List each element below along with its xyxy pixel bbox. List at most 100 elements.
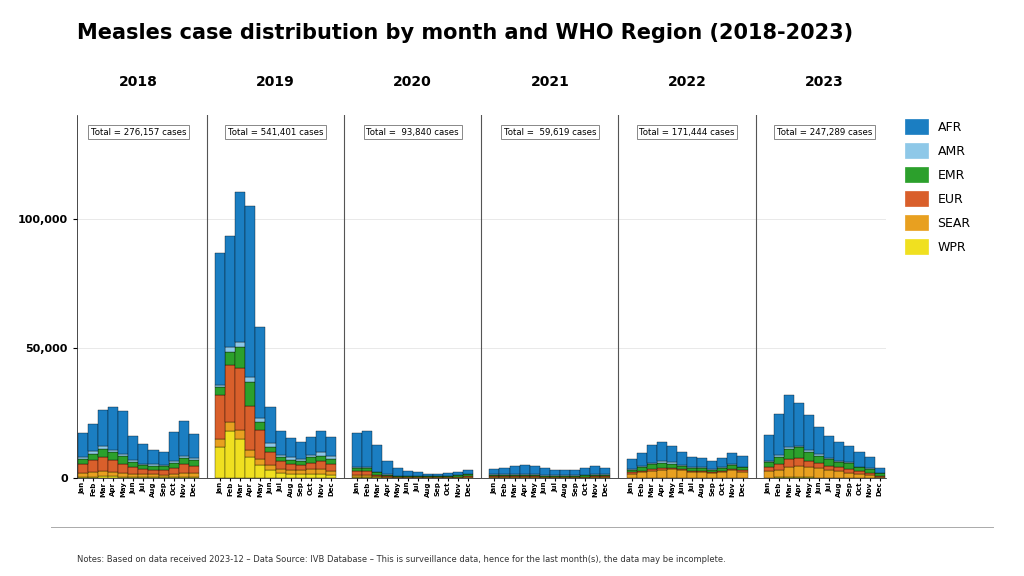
Bar: [845, 472, 854, 478]
Bar: [159, 477, 169, 478]
Bar: [402, 476, 413, 477]
Bar: [835, 462, 845, 467]
Text: Total = 276,157 cases: Total = 276,157 cases: [90, 128, 186, 137]
Bar: [159, 475, 169, 477]
Bar: [627, 472, 637, 473]
Bar: [178, 458, 188, 464]
Bar: [215, 439, 225, 447]
Text: 2021: 2021: [530, 75, 569, 89]
Bar: [737, 456, 748, 467]
Bar: [804, 467, 814, 478]
Bar: [188, 458, 199, 460]
Bar: [764, 435, 774, 461]
Bar: [835, 442, 845, 461]
Bar: [225, 347, 236, 353]
Bar: [98, 457, 109, 471]
Bar: [286, 464, 296, 470]
Bar: [667, 469, 677, 478]
Bar: [697, 468, 708, 471]
Bar: [774, 464, 784, 469]
Bar: [600, 468, 610, 475]
Bar: [590, 476, 600, 477]
Bar: [627, 473, 637, 478]
Bar: [296, 465, 306, 470]
Bar: [109, 460, 118, 472]
Bar: [286, 470, 296, 474]
Bar: [118, 454, 128, 456]
Bar: [500, 475, 510, 476]
Bar: [88, 452, 98, 454]
Text: Total =  59,619 cases: Total = 59,619 cases: [504, 128, 596, 137]
Bar: [656, 470, 667, 478]
Bar: [463, 475, 473, 476]
Bar: [727, 465, 737, 469]
Bar: [392, 476, 402, 477]
Bar: [489, 477, 500, 478]
Bar: [78, 473, 88, 477]
Bar: [600, 476, 610, 477]
Bar: [835, 461, 845, 462]
Text: Total =  93,840 cases: Total = 93,840 cases: [367, 128, 459, 137]
Bar: [764, 462, 774, 467]
Bar: [708, 469, 717, 472]
Bar: [138, 465, 148, 469]
Bar: [326, 464, 336, 471]
Bar: [255, 465, 265, 478]
Bar: [737, 468, 748, 470]
Bar: [864, 473, 874, 475]
Bar: [697, 471, 708, 472]
Bar: [727, 453, 737, 464]
Bar: [433, 473, 443, 476]
Bar: [774, 414, 784, 455]
Bar: [489, 475, 500, 476]
Bar: [138, 464, 148, 465]
Bar: [236, 430, 246, 439]
Bar: [687, 468, 697, 471]
Bar: [794, 448, 804, 458]
Bar: [255, 430, 265, 458]
Bar: [814, 468, 824, 478]
Bar: [188, 465, 199, 473]
Bar: [98, 446, 109, 449]
Bar: [236, 342, 246, 347]
Bar: [118, 476, 128, 478]
Bar: [784, 395, 794, 447]
Bar: [489, 469, 500, 475]
Bar: [109, 472, 118, 476]
Bar: [600, 477, 610, 478]
Bar: [98, 449, 109, 457]
Bar: [326, 475, 336, 478]
Bar: [637, 472, 647, 478]
Bar: [246, 406, 255, 449]
Bar: [423, 476, 433, 477]
Bar: [824, 460, 835, 466]
Bar: [550, 476, 560, 477]
Bar: [236, 192, 246, 342]
Bar: [225, 236, 236, 347]
Bar: [362, 477, 373, 478]
Bar: [529, 474, 540, 475]
Bar: [159, 470, 169, 475]
Bar: [581, 477, 590, 478]
Bar: [864, 475, 874, 478]
Bar: [352, 467, 362, 468]
Bar: [315, 469, 326, 474]
Bar: [128, 473, 138, 477]
Bar: [128, 462, 138, 467]
Bar: [560, 477, 570, 478]
Bar: [296, 442, 306, 458]
Bar: [138, 475, 148, 477]
Bar: [656, 461, 667, 463]
Bar: [188, 473, 199, 476]
Bar: [550, 469, 560, 475]
Bar: [362, 475, 373, 477]
Text: Notes: Based on data received 2023-12 – Data Source: IVB Database – This is surv: Notes: Based on data received 2023-12 – …: [77, 555, 726, 564]
Bar: [560, 469, 570, 475]
Bar: [255, 327, 265, 418]
Bar: [159, 452, 169, 465]
Bar: [667, 446, 677, 463]
Bar: [306, 437, 315, 455]
Bar: [275, 473, 286, 478]
Bar: [352, 475, 362, 477]
Bar: [352, 468, 362, 471]
